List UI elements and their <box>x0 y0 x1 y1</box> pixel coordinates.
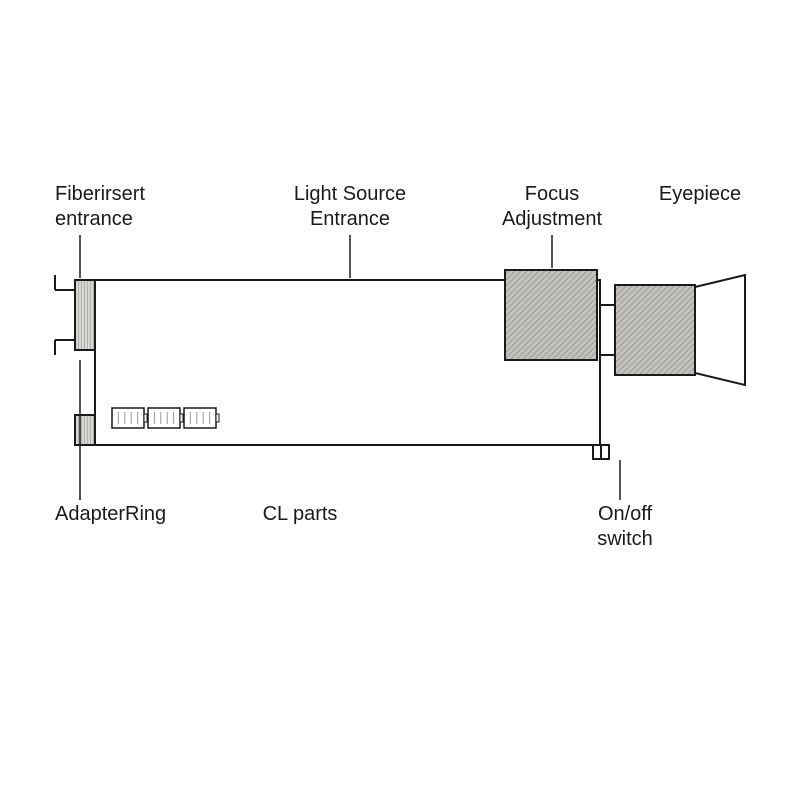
label-fiber-1: Fiberirsert <box>55 183 145 205</box>
cl-part-nub <box>144 414 147 422</box>
label-eyepiece: Eyepiece <box>659 183 741 205</box>
label-switch-2: switch <box>597 528 653 550</box>
label-light-1: Light Source <box>294 183 406 205</box>
eyepiece-connector <box>600 305 615 355</box>
cl-part-nub <box>180 414 183 422</box>
cl-part <box>184 408 216 428</box>
cl-part-nub <box>216 414 219 422</box>
label-light-2: Entrance <box>310 208 390 230</box>
label-focus-2: Adjustment <box>502 208 602 230</box>
device-schematic: Fiberirsert entrance Light Source Entrance F… <box>0 0 800 800</box>
label-fiber-2: entrance <box>55 208 133 230</box>
label-cl: CL parts <box>263 503 338 525</box>
fiber-insert-block <box>75 280 95 350</box>
label-focus-1: Focus <box>525 183 579 205</box>
eyepiece-block <box>615 285 695 375</box>
focus-adjustment-block <box>505 270 597 360</box>
eyepiece-cup <box>695 275 745 385</box>
cl-part <box>112 408 144 428</box>
adapter-ring-block <box>75 415 95 445</box>
label-switch-1: On/off <box>598 503 653 525</box>
cl-part <box>148 408 180 428</box>
cl-parts-group <box>112 408 219 428</box>
label-adapter: AdapterRing <box>55 503 166 525</box>
